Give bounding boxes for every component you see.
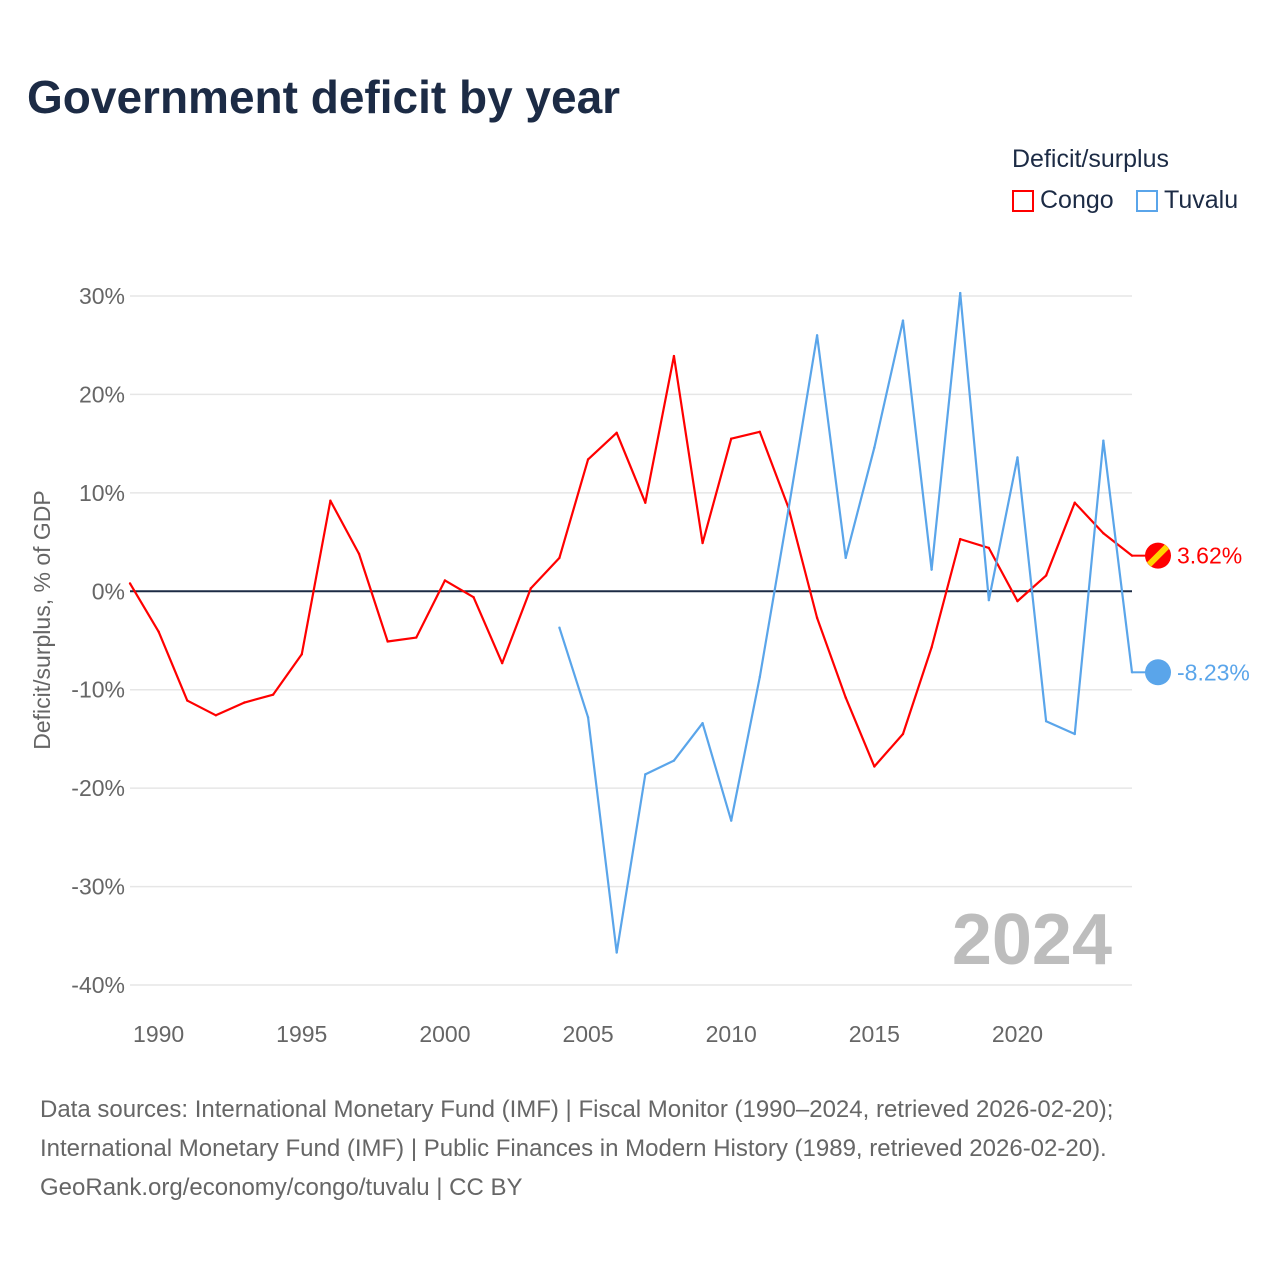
data-point-congo	[930, 646, 933, 649]
data-point-congo	[730, 437, 733, 440]
data-point-congo	[873, 765, 876, 768]
data-point-congo	[1102, 532, 1105, 535]
data-point-tuvalu	[901, 319, 905, 322]
data-point-tuvalu	[1073, 732, 1076, 736]
data-point-tuvalu	[1102, 439, 1105, 442]
y-tick-label: -20%	[71, 775, 125, 801]
footer: Data sources: International Monetary Fun…	[40, 1090, 1113, 1207]
data-point-congo	[500, 661, 504, 665]
data-point-tuvalu	[586, 716, 590, 719]
data-point-congo	[844, 696, 847, 699]
x-tick-label: 1995	[276, 1021, 327, 1047]
source-line-2: International Monetary Fund (IMF) | Publ…	[40, 1135, 1107, 1162]
x-tick-label: 2015	[849, 1021, 900, 1047]
data-point-congo	[386, 640, 389, 643]
data-point-congo	[271, 693, 275, 696]
flag-stripe-icon	[1146, 544, 1170, 567]
data-point-congo	[529, 587, 532, 590]
y-tick-label: 10%	[79, 480, 125, 506]
y-tick-label: 30%	[79, 283, 125, 309]
y-axis-label: Deficit/surplus, % of GDP	[29, 490, 55, 749]
legend-item-tuvalu[interactable]: Tuvalu	[1136, 186, 1238, 215]
data-point-tuvalu	[930, 568, 933, 571]
data-point-congo	[128, 582, 132, 585]
data-point-tuvalu	[758, 675, 762, 679]
source-line-1: Data sources: International Monetary Fun…	[40, 1096, 1114, 1123]
data-point-congo	[443, 579, 447, 582]
series-line-tuvalu	[558, 291, 1134, 954]
legend-title: Deficit/surplus	[1012, 145, 1169, 173]
end-value-label-congo: 3.62%	[1177, 543, 1242, 569]
data-point-congo	[157, 630, 160, 633]
data-point-congo	[758, 430, 762, 434]
chart-plot: -40% -30% -20% -10% 0% 10% 20% 30% 1990 1995 2000 2…	[29, 283, 1250, 1047]
data-point-congo	[214, 714, 218, 717]
credit-line[interactable]: GeoRank.org/economy/congo/tuvalu | CC BY	[40, 1174, 523, 1201]
y-tick-label: 20%	[79, 381, 125, 407]
data-point-tuvalu	[1016, 456, 1019, 459]
y-tick-label: -10%	[71, 677, 125, 703]
data-point-congo	[815, 616, 819, 620]
x-tick-label: 2000	[419, 1021, 470, 1047]
data-point-congo	[701, 541, 704, 545]
data-point-tuvalu	[701, 721, 704, 725]
data-point-congo	[672, 354, 676, 358]
end-value-label-tuvalu: -8.23%	[1177, 659, 1250, 685]
data-point-congo	[901, 732, 905, 736]
data-point-congo	[415, 636, 418, 639]
data-point-congo	[300, 653, 303, 656]
y-tick-label: -30%	[71, 874, 125, 900]
x-tick-label: 2005	[562, 1021, 613, 1047]
legend-swatch-congo	[1012, 189, 1034, 212]
flag-icon-tuvalu	[1145, 659, 1171, 686]
data-point-congo	[644, 501, 647, 504]
data-point-congo	[186, 699, 189, 702]
data-point-tuvalu	[815, 334, 819, 337]
data-point-tuvalu	[873, 446, 876, 449]
data-point-congo	[586, 458, 590, 461]
data-point-congo	[987, 546, 991, 550]
data-point-tuvalu	[844, 556, 847, 560]
data-point-tuvalu	[672, 759, 676, 762]
series-line-congo	[129, 354, 1133, 768]
data-point-congo	[558, 556, 561, 560]
data-point-congo	[243, 701, 246, 704]
data-point-congo	[959, 537, 962, 541]
data-point-tuvalu	[644, 773, 647, 776]
chart-title: Government deficit by year	[27, 71, 621, 123]
data-point-congo	[357, 552, 361, 556]
data-point-tuvalu	[787, 508, 790, 511]
data-point-congo	[1044, 574, 1048, 577]
legend-label-tuvalu: Tuvalu	[1164, 186, 1239, 214]
data-point-congo	[472, 595, 475, 599]
data-point-tuvalu	[558, 626, 561, 629]
data-point-congo	[329, 499, 332, 502]
year-watermark: 2024	[952, 900, 1112, 980]
data-point-tuvalu	[959, 291, 962, 295]
x-tick-label: 1990	[133, 1021, 184, 1047]
legend-item-congo[interactable]: Congo	[1012, 186, 1114, 215]
data-point-congo	[1016, 599, 1019, 603]
data-point-tuvalu	[615, 951, 618, 954]
legend-label-congo: Congo	[1040, 186, 1114, 214]
legend-swatch-tuvalu	[1136, 189, 1158, 212]
data-point-tuvalu	[987, 598, 991, 602]
data-point-tuvalu	[1044, 720, 1048, 723]
data-point-tuvalu	[730, 819, 733, 822]
x-tick-label: 2010	[706, 1021, 757, 1047]
y-tick-label: -40%	[71, 972, 125, 998]
y-tick-label: 0%	[92, 578, 125, 604]
x-tick-label: 2020	[992, 1021, 1043, 1047]
data-point-congo	[1073, 501, 1076, 504]
data-point-congo	[615, 431, 618, 435]
